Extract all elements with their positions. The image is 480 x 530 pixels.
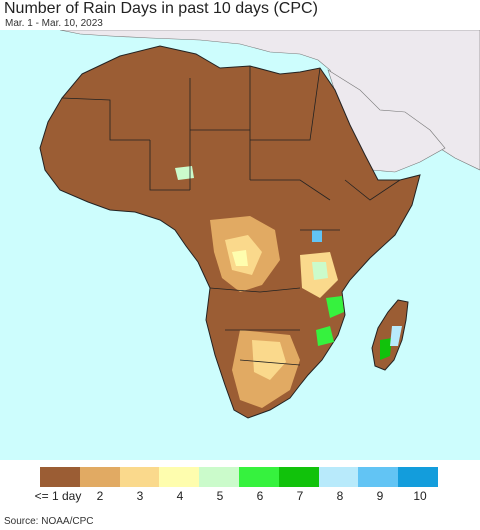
rain-6day-east <box>326 296 344 318</box>
legend-swatch <box>278 467 319 487</box>
legend-label: 7 <box>296 489 304 503</box>
rain-5day-west <box>175 166 194 180</box>
legend-label: 2 <box>96 489 104 503</box>
legend-swatch <box>199 467 239 487</box>
source-credit: Source: NOAA/CPC <box>4 516 94 527</box>
legend-swatch <box>79 467 120 487</box>
rain-4day-region <box>232 250 248 266</box>
legend-swatch <box>398 467 438 487</box>
country-borders <box>61 66 401 366</box>
rain-7day-madagascar <box>380 338 392 360</box>
legend-swatch <box>358 467 399 487</box>
rain-6day-south <box>316 326 334 346</box>
legend-label: 3 <box>136 489 144 503</box>
legend-label: 10 <box>413 489 427 503</box>
rain-days-map <box>0 30 480 460</box>
legend-swatch <box>238 467 279 487</box>
legend-swatches <box>40 467 438 487</box>
legend-swatch <box>40 467 80 487</box>
legend-swatch <box>119 467 160 487</box>
legend-label: 8 <box>336 489 344 503</box>
date-range: Mar. 1 - Mar. 10, 2023 <box>5 18 103 29</box>
legend-swatch <box>318 467 359 487</box>
legend-label: 5 <box>216 489 224 503</box>
legend: <= 1 day 2 3 4 5 6 7 8 9 10 <box>0 460 480 515</box>
legend-label: 4 <box>176 489 184 503</box>
rain-8day-madagascar <box>390 326 402 346</box>
rain-3day-south <box>252 340 286 380</box>
map-title: Number of Rain Days in past 10 days (CPC… <box>4 0 318 17</box>
legend-label: <= 1 day <box>34 489 82 503</box>
legend-label: 6 <box>256 489 264 503</box>
rain-5day-region <box>312 262 328 280</box>
legend-label: 9 <box>376 489 384 503</box>
legend-swatch <box>159 467 200 487</box>
rain-9day-lake <box>312 230 322 242</box>
